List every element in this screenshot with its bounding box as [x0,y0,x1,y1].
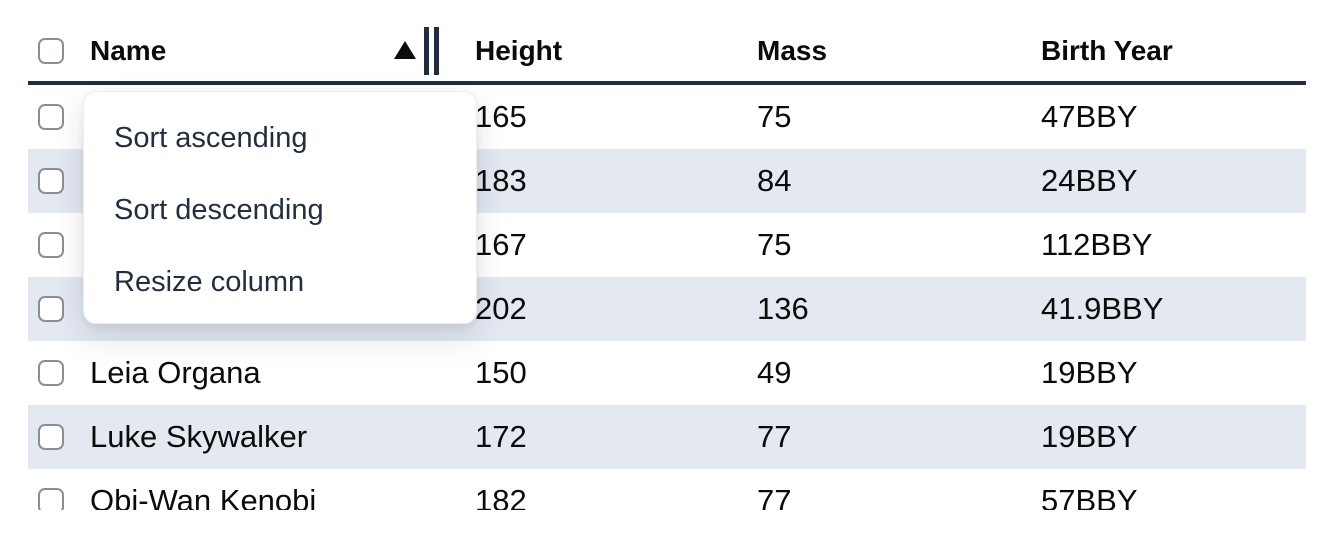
cell-mass: 75 [757,99,1041,135]
resize-bar [434,27,439,75]
table-row: Leia Organa 150 49 19BBY [28,341,1306,405]
cell-name: Obi-Wan Kenobi [90,483,475,510]
column-header-name[interactable]: Name [90,35,475,67]
cell-birth-year: 24BBY [1041,163,1306,199]
cell-mass: 136 [757,291,1041,327]
cell-value: 49 [757,355,792,390]
row-checkbox[interactable] [38,424,64,450]
column-header-birth-year[interactable]: Birth Year [1041,35,1306,67]
column-header-context-menu: Sort ascending Sort descending Resize colu… [83,91,477,324]
cell-height: 165 [475,99,757,135]
row-select-cell [28,232,90,258]
column-header-height[interactable]: Height [475,35,757,67]
cell-height: 202 [475,291,757,327]
row-checkbox[interactable] [38,360,64,386]
table-row: Luke Skywalker 172 77 19BBY [28,405,1306,469]
cell-name: Leia Organa [90,355,475,391]
cell-birth-year: 57BBY [1041,483,1306,510]
cell-mass: 49 [757,355,1041,391]
row-checkbox[interactable] [38,488,64,510]
column-header-name-label: Name [90,35,167,66]
column-header-height-label: Height [475,35,563,66]
sort-ascending-icon [394,41,416,59]
row-select-cell [28,104,90,130]
row-select-cell [28,360,90,386]
cell-height: 172 [475,419,757,455]
menu-item-sort-ascending[interactable]: Sort ascending [114,121,308,154]
cell-value: 19BBY [1041,355,1138,390]
row-checkbox[interactable] [38,168,64,194]
cell-value: 47BBY [1041,99,1138,134]
cell-height: 183 [475,163,757,199]
cell-mass: 75 [757,227,1041,263]
cell-value: 136 [757,291,809,326]
cell-name: Luke Skywalker [90,419,475,455]
cell-value: 75 [757,227,792,262]
cell-birth-year: 19BBY [1041,419,1306,455]
column-header-mass[interactable]: Mass [757,35,1041,67]
table-row: Obi-Wan Kenobi 182 77 57BBY [28,469,1306,510]
cell-value: 75 [757,99,792,134]
column-header-birth-year-label: Birth Year [1041,35,1173,66]
cell-value: 57BBY [1041,483,1138,510]
cell-value: 24BBY [1041,163,1138,198]
row-select-cell [28,488,90,510]
column-resize-handle-icon[interactable] [424,27,439,75]
menu-item-sort-descending[interactable]: Sort descending [114,193,324,226]
cell-birth-year: 112BBY [1041,227,1306,263]
cell-mass: 77 [757,483,1041,510]
cell-value: 77 [757,483,792,510]
cell-height: 182 [475,483,757,510]
cell-birth-year: 41.9BBY [1041,291,1306,327]
cell-value: Leia Organa [90,355,261,390]
row-checkbox[interactable] [38,232,64,258]
cell-value: 112BBY [1041,227,1153,262]
column-header-mass-label: Mass [757,35,828,66]
cell-height: 167 [475,227,757,263]
resize-bar [424,27,429,75]
select-all-checkbox[interactable] [38,38,64,64]
cell-value: 41.9BBY [1041,291,1164,326]
cell-value: 167 [475,227,527,262]
cell-birth-year: 47BBY [1041,99,1306,135]
menu-item-resize-column[interactable]: Resize column [114,265,305,298]
header-select-cell [28,38,90,64]
cell-value: 202 [475,291,527,326]
table-header-row: Name Height Mass Birth Year [28,0,1306,85]
cell-value: 19BBY [1041,419,1138,454]
row-select-cell [28,296,90,322]
cell-mass: 77 [757,419,1041,455]
cell-value: Luke Skywalker [90,419,308,454]
cell-height: 150 [475,355,757,391]
cell-value: 150 [475,355,527,390]
cell-value: 182 [475,483,527,510]
cell-value: 172 [475,419,527,454]
row-checkbox[interactable] [38,296,64,322]
cell-value: 84 [757,163,792,198]
row-select-cell [28,168,90,194]
cell-value: 183 [475,163,527,198]
row-checkbox[interactable] [38,104,64,130]
cell-value: Obi-Wan Kenobi [90,483,317,510]
cell-value: 77 [757,419,792,454]
row-select-cell [28,424,90,450]
cell-value: 165 [475,99,527,134]
cell-birth-year: 19BBY [1041,355,1306,391]
cell-mass: 84 [757,163,1041,199]
